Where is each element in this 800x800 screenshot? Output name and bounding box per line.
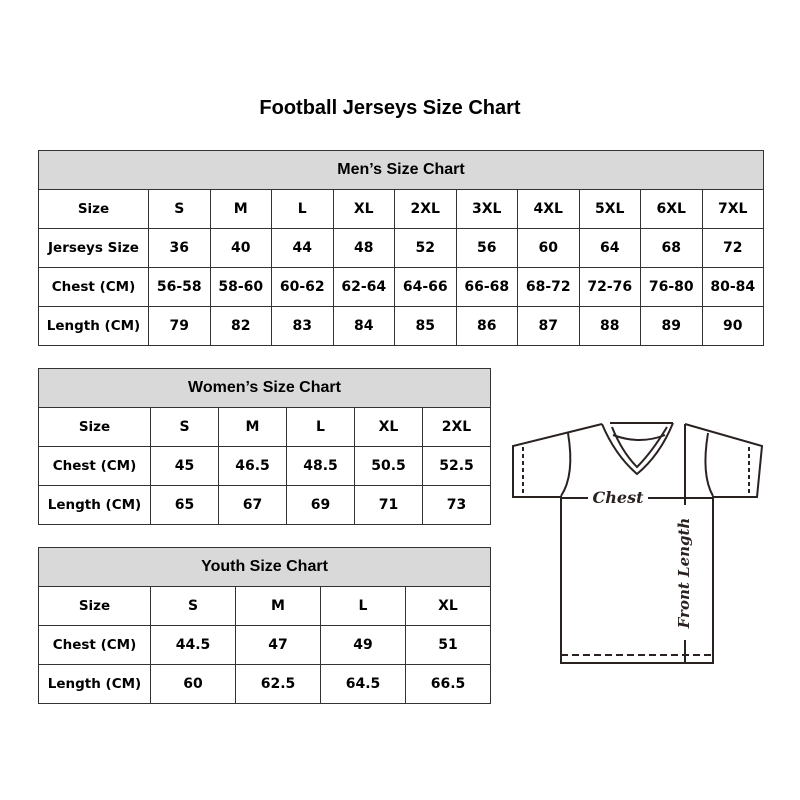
men-table-row: Jerseys Size 36 40 44 48 52 56 60 64 68 72 — [38, 228, 764, 268]
left-armhole — [560, 432, 572, 497]
row-label: Chest (CM) — [38, 625, 151, 665]
youth-table-heading: Youth Size Chart — [38, 547, 491, 587]
table-cell: L — [271, 189, 334, 229]
table-cell: XL — [332, 189, 395, 229]
table-cell: 62.5 — [235, 664, 321, 704]
youth-table-row: Length (CM) 60 62.5 64.5 66.5 — [38, 664, 491, 704]
table-cell: 68-72 — [517, 267, 580, 307]
table-cell: 2XL — [422, 407, 491, 447]
table-cell: 5XL — [578, 189, 641, 229]
table-cell: 90 — [701, 306, 764, 346]
table-cell: 56-58 — [148, 267, 211, 307]
table-cell: 76-80 — [640, 267, 703, 307]
table-cell: L — [286, 407, 355, 447]
table-cell: 86 — [455, 306, 518, 346]
table-cell: 60 — [517, 228, 580, 268]
table-cell: 87 — [517, 306, 580, 346]
table-cell: 73 — [422, 485, 491, 525]
table-cell: 49 — [320, 625, 406, 665]
table-cell: L — [320, 586, 406, 626]
table-cell: 51 — [405, 625, 491, 665]
table-cell: 80-84 — [701, 267, 764, 307]
table-cell: 82 — [209, 306, 272, 346]
page-title: Football Jerseys Size Chart — [259, 97, 521, 119]
table-cell: 50.5 — [354, 446, 423, 486]
women-table-row: Length (CM) 65 67 69 71 73 — [38, 485, 491, 525]
table-cell: 85 — [394, 306, 457, 346]
collar-outer — [601, 422, 674, 476]
youth-table-row: Size S M L XL — [38, 586, 491, 626]
women-table-heading: Women’s Size Chart — [38, 368, 491, 408]
table-cell: 48 — [332, 228, 395, 268]
table-cell: 64.5 — [320, 664, 406, 704]
table-cell: 52.5 — [422, 446, 491, 486]
jersey-outline — [512, 423, 764, 664]
table-cell: 60-62 — [271, 267, 334, 307]
collar-inner — [611, 426, 668, 469]
table-cell: 72-76 — [578, 267, 641, 307]
table-cell: 66.5 — [405, 664, 491, 704]
table-cell: 45 — [150, 446, 219, 486]
table-cell: 44 — [271, 228, 334, 268]
table-cell: M — [235, 586, 321, 626]
table-cell: 60 — [150, 664, 236, 704]
table-cell: 84 — [332, 306, 395, 346]
men-table-row: Size S M L XL 2XL 3XL 4XL 5XL 6XL 7XL — [38, 189, 764, 229]
table-cell: 66-68 — [455, 267, 518, 307]
women-size-table: Women’s Size Chart Size S M L XL 2XL Chest (CM… — [38, 368, 491, 525]
table-cell: M — [218, 407, 287, 447]
table-cell: 62-64 — [332, 267, 395, 307]
table-cell: 47 — [235, 625, 321, 665]
row-label: Size — [38, 586, 151, 626]
table-cell: 36 — [148, 228, 211, 268]
row-label: Length (CM) — [38, 485, 151, 525]
row-label: Size — [38, 407, 151, 447]
table-cell: 68 — [640, 228, 703, 268]
table-cell: 65 — [150, 485, 219, 525]
row-label: Chest (CM) — [38, 446, 151, 486]
table-cell: 67 — [218, 485, 287, 525]
table-cell: 40 — [209, 228, 272, 268]
table-cell: 6XL — [640, 189, 703, 229]
row-label: Size — [38, 189, 149, 229]
youth-table-row: Chest (CM) 44.5 47 49 51 — [38, 625, 491, 665]
chest-label: Chest — [593, 488, 645, 507]
front-length-label: Front Length — [675, 518, 693, 630]
men-size-table: Men’s Size Chart Size S M L XL 2XL 3XL 4XL 5XL 6X… — [38, 150, 764, 346]
men-table-heading: Men’s Size Chart — [38, 150, 764, 190]
youth-size-table: Youth Size Chart Size S M L XL Chest (CM) 44.5… — [38, 547, 491, 704]
right-armhole — [704, 432, 714, 497]
table-cell: 88 — [578, 306, 641, 346]
table-cell: 79 — [148, 306, 211, 346]
row-label: Jerseys Size — [38, 228, 149, 268]
table-cell: 71 — [354, 485, 423, 525]
women-table-row: Chest (CM) 45 46.5 48.5 50.5 52.5 — [38, 446, 491, 486]
table-cell: 48.5 — [286, 446, 355, 486]
table-cell: 7XL — [701, 189, 764, 229]
table-cell: XL — [354, 407, 423, 447]
table-cell: 69 — [286, 485, 355, 525]
men-table-row: Length (CM) 79 82 83 84 85 86 87 88 89 90 — [38, 306, 764, 346]
table-cell: S — [150, 586, 236, 626]
women-table-row: Size S M L XL 2XL — [38, 407, 491, 447]
table-cell: 44.5 — [150, 625, 236, 665]
row-label: Length (CM) — [38, 306, 149, 346]
